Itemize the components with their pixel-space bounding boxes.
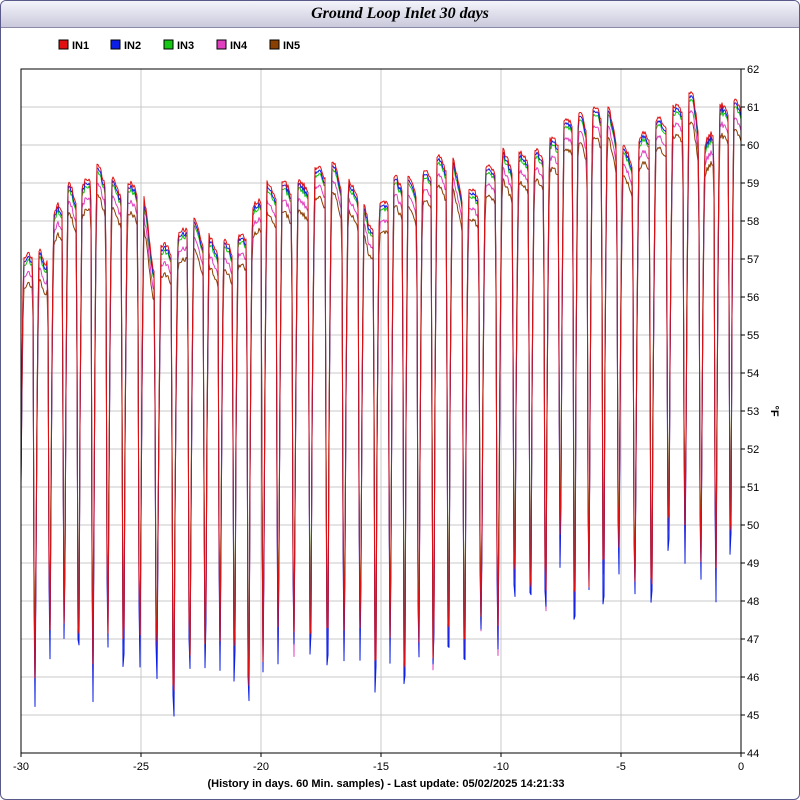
legend-swatch (216, 39, 227, 50)
legend-swatch (58, 39, 69, 50)
legend-swatch (110, 39, 121, 50)
grid-lines (20, 68, 742, 754)
y-tick-label: 46 (747, 672, 759, 684)
x-tick-label: -30 (13, 761, 29, 773)
y-tick-label: 47 (747, 634, 759, 646)
legend-swatch (163, 39, 174, 50)
y-tick-label: 51 (747, 482, 759, 494)
y-tick-label: 55 (747, 330, 759, 342)
legend-item-in1: IN1 (58, 39, 89, 52)
legend-item-in3: IN3 (163, 39, 194, 52)
legend: IN1 IN2 IN3 IN4 IN5 (58, 39, 300, 52)
x-tick-label: -5 (616, 761, 626, 773)
x-tick-label: -25 (133, 761, 149, 773)
y-tick-label: 59 (747, 178, 759, 190)
series-layer (20, 91, 742, 717)
x-tick-label: -20 (253, 761, 269, 773)
y-tick-label: 61 (747, 102, 759, 114)
y-tick-label: 60 (747, 140, 759, 152)
legend-item-in5: IN5 (269, 39, 300, 52)
y-tick-label: 45 (747, 710, 759, 722)
y-tick-label: 50 (747, 520, 759, 532)
y-tick-label: 48 (747, 596, 759, 608)
title-bar: Ground Loop Inlet 30 days (1, 1, 799, 28)
y-axis: 44 45 46 47 48 49 50 51 52 53 54 55 56 57 58 59 60 61 62 (741, 64, 759, 760)
legend-label: IN5 (283, 40, 300, 52)
legend-item-in2: IN2 (110, 39, 141, 52)
legend-swatch (269, 39, 280, 50)
legend-label: IN2 (124, 40, 141, 52)
legend-item-in4: IN4 (216, 39, 248, 52)
y-tick-label: 57 (747, 254, 759, 266)
y-tick-label: 52 (747, 444, 759, 456)
legend-label: IN4 (230, 40, 248, 52)
y-tick-label: 58 (747, 216, 759, 228)
x-tick-label: 0 (738, 761, 744, 773)
legend-label: IN3 (177, 40, 194, 52)
x-tick-label: -15 (373, 761, 389, 773)
y-axis-label: °F (768, 405, 780, 416)
y-tick-label: 49 (747, 558, 759, 570)
x-tick-label: -10 (493, 761, 509, 773)
series-line-in1 (20, 91, 742, 691)
y-tick-label: 53 (747, 406, 759, 418)
legend-label: IN1 (72, 40, 89, 52)
x-axis-label: (History in days. 60 Min. samples) - Las… (207, 778, 564, 790)
x-axis: -30 -25 -20 -15 -10 -5 0 (13, 753, 744, 773)
y-tick-label: 62 (747, 64, 759, 76)
chart-title: Ground Loop Inlet 30 days (311, 5, 489, 22)
y-tick-label: 54 (747, 368, 759, 380)
y-tick-label: 56 (747, 292, 759, 304)
y-tick-label: 44 (747, 748, 759, 760)
